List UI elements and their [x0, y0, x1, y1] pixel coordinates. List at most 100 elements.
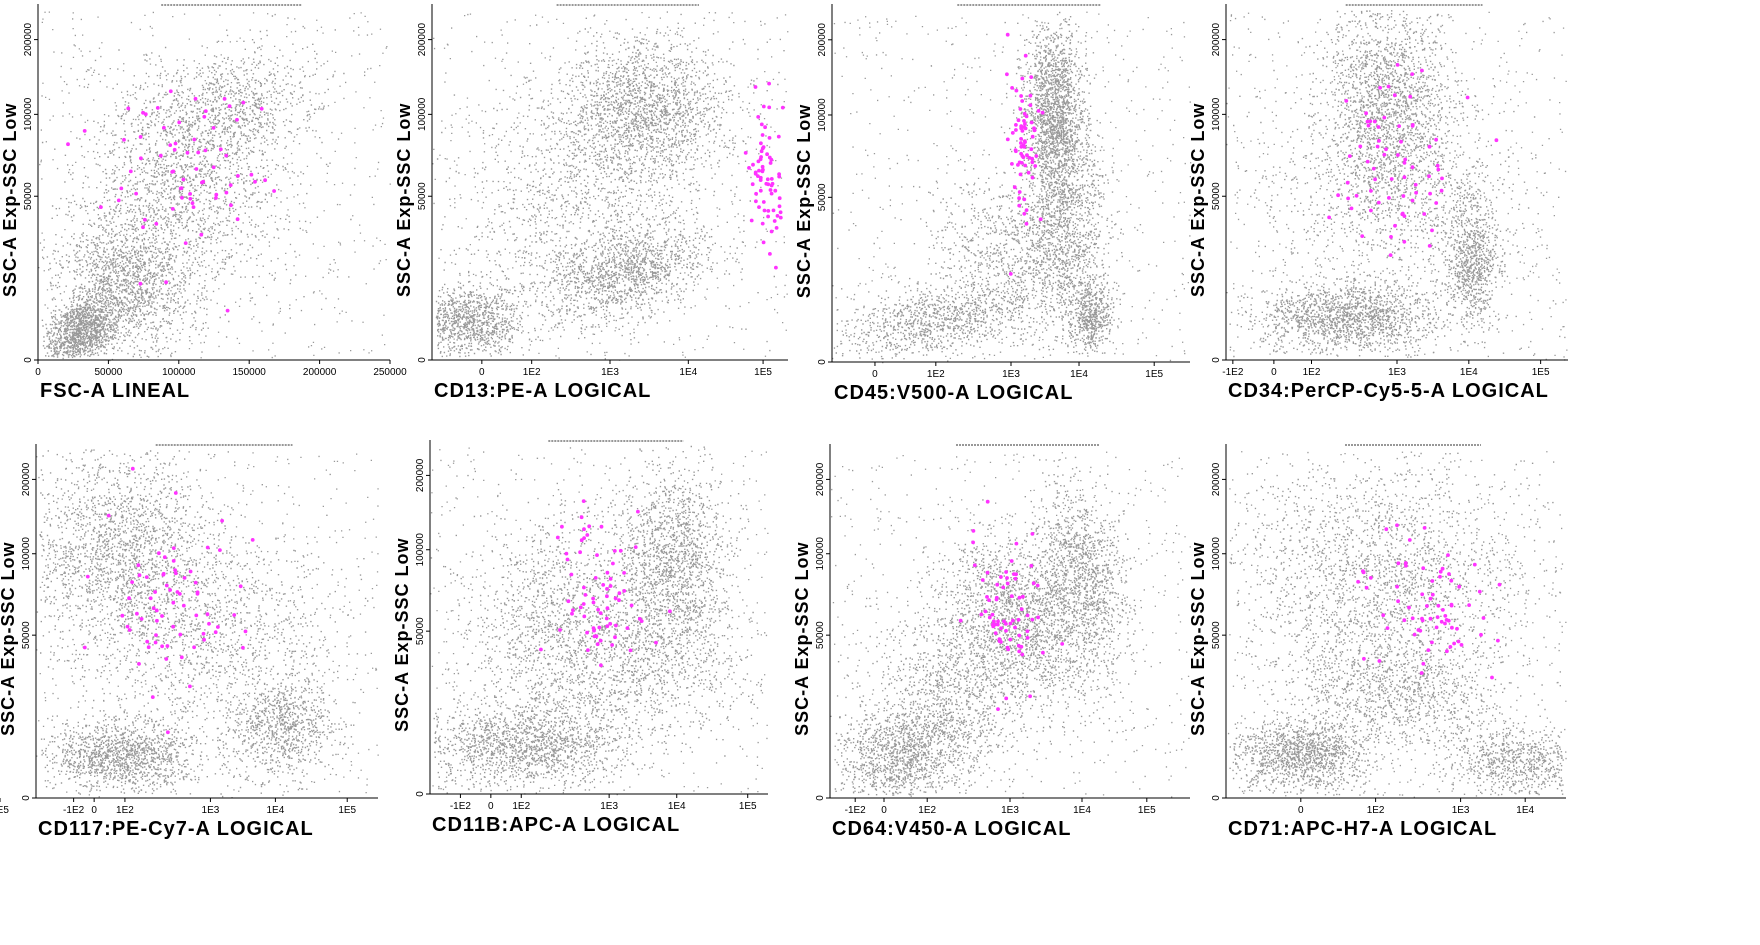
- highlighted-event: [591, 626, 596, 630]
- highlighted-event: [1028, 93, 1033, 98]
- highlighted-event: [1395, 584, 1399, 589]
- highlighted-event: [1030, 134, 1035, 139]
- y-tick-label: 200000: [1211, 462, 1222, 496]
- highlighted-event: [1022, 125, 1027, 129]
- highlighted-event: [235, 117, 239, 122]
- highlighted-event: [1436, 603, 1441, 608]
- highlighted-event: [605, 594, 609, 599]
- highlighted-event: [1014, 541, 1019, 546]
- highlighted-event: [579, 515, 584, 520]
- highlighted-event: [765, 152, 769, 157]
- highlighted-event: [272, 189, 276, 193]
- highlighted-event: [99, 205, 103, 210]
- highlighted-event: [1414, 190, 1418, 195]
- highlighted-event: [1014, 88, 1019, 93]
- y-axis-title: SSC-A Exp-SSC Low: [0, 103, 20, 297]
- highlighted-event: [756, 115, 761, 119]
- highlighted-event: [636, 509, 640, 514]
- highlighted-event: [171, 600, 176, 605]
- highlighted-event: [1004, 570, 1008, 574]
- highlighted-event: [218, 548, 222, 552]
- highlighted-event: [1368, 119, 1373, 124]
- highlighted-event: [130, 580, 135, 584]
- highlighted-event: [1345, 180, 1350, 185]
- highlighted-event: [1440, 566, 1445, 571]
- scatter-panel-6: -1E2 0 1E2 1E3 1E4 1E5 0 50000 100000 200000 SSC-A…: [392, 440, 769, 836]
- x-tick-label: 0: [881, 805, 887, 816]
- x-tick-label: 1E4: [267, 805, 285, 816]
- highlighted-event: [613, 635, 617, 640]
- highlighted-event: [1403, 561, 1408, 565]
- highlighted-event: [582, 614, 587, 619]
- highlighted-event: [1030, 156, 1034, 161]
- highlighted-event: [168, 143, 173, 148]
- highlighted-event: [1029, 563, 1034, 568]
- highlighted-event: [1439, 188, 1444, 193]
- highlighted-event: [555, 535, 560, 540]
- highlighted-event: [1446, 553, 1450, 557]
- highlighted-event: [1459, 643, 1464, 647]
- highlighted-event: [228, 183, 233, 188]
- y-axis-title: SSC-A Exp-SSC Low: [392, 538, 412, 732]
- highlighted-event: [582, 585, 586, 590]
- gray-event-cloud-6-4: [430, 447, 769, 796]
- highlighted-event: [194, 167, 199, 171]
- x-tick-label: 1E5: [754, 367, 772, 378]
- highlighted-event: [1025, 629, 1030, 634]
- highlighted-event: [985, 499, 990, 504]
- highlighted-event: [192, 645, 197, 650]
- highlighted-event: [188, 684, 192, 689]
- highlighted-event: [999, 626, 1003, 631]
- scatter-panel-4: -1E2 0 1E2 1E3 1E4 1E5050000100000200000SSC-A…: [1188, 4, 1568, 402]
- highlighted-event: [1401, 194, 1406, 198]
- highlighted-event: [1438, 569, 1443, 574]
- highlighted-event: [1349, 206, 1354, 211]
- highlighted-event: [1477, 589, 1482, 594]
- highlighted-event: [990, 612, 995, 617]
- highlighted-event: [153, 640, 158, 645]
- highlighted-event: [628, 648, 633, 653]
- highlighted-event: [1014, 149, 1018, 154]
- highlighted-event: [171, 624, 176, 629]
- highlighted-event: [773, 188, 778, 193]
- highlighted-event: [154, 221, 159, 226]
- highlighted-event: [1494, 138, 1499, 143]
- highlighted-event: [1026, 170, 1031, 175]
- highlighted-event: [158, 153, 163, 158]
- x-tick-label: 250000: [373, 367, 407, 378]
- highlighted-event: [1445, 649, 1449, 654]
- highlighted-event: [1022, 197, 1027, 202]
- highlighted-event: [605, 587, 609, 591]
- highlighted-event: [82, 129, 87, 133]
- highlighted-event: [1006, 647, 1011, 652]
- highlighted-event: [1382, 152, 1387, 157]
- highlighted-event: [777, 196, 782, 201]
- highlighted-event: [769, 157, 774, 162]
- highlighted-event: [751, 162, 755, 167]
- scatter-panel-5: -1E2 0 1E2 1E3 1E4 1E5 0 50000 100000 200000 SSC-A…: [0, 444, 379, 840]
- highlighted-event: [1018, 172, 1023, 177]
- highlighted-event: [1013, 576, 1018, 581]
- highlighted-event: [214, 196, 218, 200]
- highlighted-event: [767, 105, 772, 110]
- highlighted-event: [155, 106, 160, 110]
- highlighted-event: [767, 136, 772, 140]
- highlighted-event: [564, 551, 569, 556]
- highlighted-event: [608, 584, 613, 588]
- highlighted-event: [1376, 125, 1381, 129]
- highlighted-event: [1031, 581, 1036, 586]
- highlighted-event: [160, 614, 164, 618]
- highlighted-event: [569, 572, 574, 577]
- highlighted-event: [1496, 638, 1500, 643]
- highlighted-event: [1364, 585, 1369, 590]
- highlighted-event: [188, 196, 193, 201]
- highlighted-event: [235, 217, 240, 222]
- highlighted-event: [220, 518, 225, 523]
- y-axis-title: SSC-A Exp-SSC Low: [1188, 542, 1208, 736]
- highlighted-event: [1004, 628, 1008, 633]
- highlighted-event: [980, 578, 985, 582]
- highlighted-event: [203, 109, 208, 113]
- gray-event-cloud-1-1: [41, 198, 252, 358]
- highlighted-event: [1410, 124, 1415, 128]
- highlighted-event: [1019, 141, 1023, 145]
